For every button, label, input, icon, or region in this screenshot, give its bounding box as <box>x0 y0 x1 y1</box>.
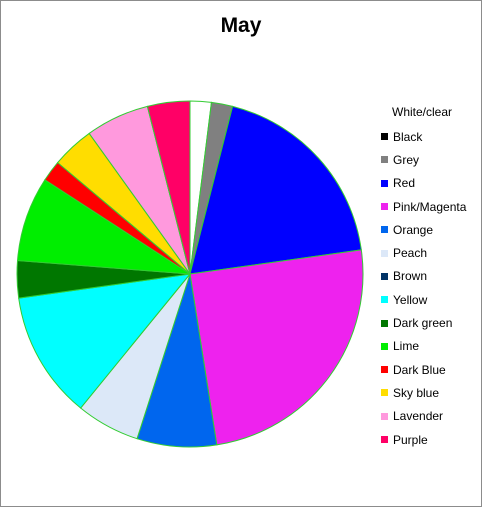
legend-item-dark-blue: Dark Blue <box>381 358 479 381</box>
legend-item-black: Black <box>381 125 479 148</box>
pie-slice-pink-magenta <box>189 249 364 446</box>
legend-label-yellow: Yellow <box>393 292 428 307</box>
legend-swatch-lime <box>381 342 388 350</box>
pie-slice-yellow <box>18 273 192 409</box>
legend-label-peach: Peach <box>393 246 428 261</box>
legend-label-red: Red <box>393 176 416 191</box>
legend-label-grey: Grey <box>393 152 420 167</box>
legend-swatch-lavender <box>381 412 388 420</box>
legend-swatch-brown <box>381 272 388 280</box>
legend-item-red: Red <box>381 172 479 195</box>
pie-slices <box>16 100 364 448</box>
legend-label-purple: Purple <box>393 432 428 447</box>
legend-swatch-dark-green <box>381 319 388 327</box>
legend-swatch-peach <box>381 249 388 257</box>
pie-slice-purple <box>146 100 191 275</box>
chart-title: May <box>220 14 262 37</box>
chart-legend: White/clear Black Grey Red Pink/Magenta Orang… <box>381 102 479 451</box>
legend-swatch-yellow <box>381 296 388 304</box>
legend-item-pink-magenta: Pink/Magenta <box>381 195 479 218</box>
legend-item-purple: Purple <box>381 428 479 451</box>
legend-label-dark-blue: Dark Blue <box>393 362 446 377</box>
legend-label-sky-blue: Sky blue <box>393 385 440 400</box>
legend-item-white-clear: White/clear <box>392 105 453 119</box>
legend-label-orange: Orange <box>393 222 434 237</box>
legend-label-lime: Lime <box>393 339 420 354</box>
legend-swatch-dark-blue <box>381 366 388 374</box>
legend-item-dark-green: Dark green <box>381 311 479 334</box>
legend-label-dark-green: Dark green <box>393 316 453 331</box>
legend-label-black: Black <box>393 129 423 144</box>
legend-label-brown: Brown <box>393 269 428 284</box>
legend-item-orange: Orange <box>381 218 479 241</box>
legend-label-pink-magenta: Pink/Magenta <box>393 199 467 214</box>
legend-label-lavender: Lavender <box>393 409 444 424</box>
legend-swatch-grey <box>381 156 388 164</box>
legend-swatch-purple <box>381 436 388 443</box>
legend-item-grey: Grey <box>381 148 479 171</box>
pie-slice-red <box>189 105 362 275</box>
legend-item-brown: Brown <box>381 265 479 288</box>
legend-swatch-black <box>381 133 388 141</box>
legend-swatch-orange <box>381 226 388 234</box>
legend-item-lime: Lime <box>381 335 479 358</box>
legend-item-lavender: Lavender <box>381 405 479 428</box>
legend-swatch-red <box>381 179 388 187</box>
legend-item-peach: Peach <box>381 241 479 264</box>
legend-item-yellow: Yellow <box>381 288 479 311</box>
legend-item-sky-blue: Sky blue <box>381 381 479 404</box>
legend-swatch-sky-blue <box>381 389 388 397</box>
legend-swatch-pink-magenta <box>381 203 388 211</box>
